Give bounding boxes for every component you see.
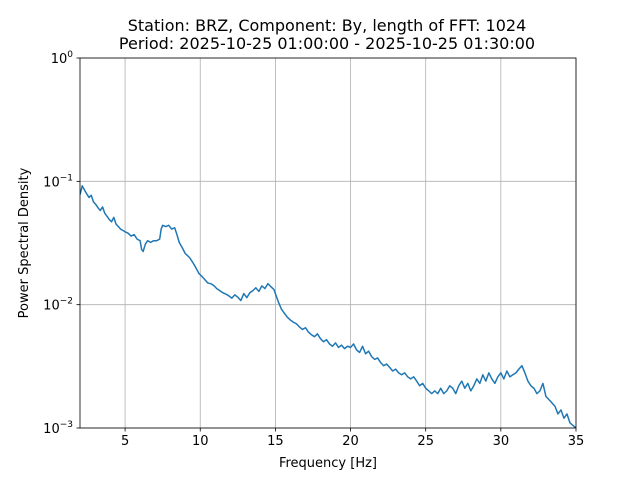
x-tick-label: 25: [417, 434, 434, 449]
chart-title-line-2: Period: 2025-10-25 01:00:00 - 2025-10-25…: [119, 34, 535, 53]
x-tick-label: 10: [192, 434, 209, 449]
y-tick-label: 10−3: [43, 420, 73, 437]
x-tick-label: 15: [267, 434, 284, 449]
x-tick-label: 5: [121, 434, 129, 449]
x-tick-label: 30: [493, 434, 510, 449]
y-axis-ticks: 10−3 10−2 10−1 100: [43, 50, 80, 437]
psd-series-line: [80, 185, 576, 428]
plot-frame: [79, 57, 577, 429]
x-tick-label: 35: [568, 434, 585, 449]
y-axis-label: Power Spectral Density: [17, 167, 32, 318]
chart-title-line-1: Station: BRZ, Component: By, length of F…: [128, 16, 527, 35]
plot-area: [80, 58, 576, 428]
x-axis-ticks: 5 10 15 20 25 30 35: [121, 428, 584, 449]
x-axis-label: Frequency [Hz]: [279, 456, 377, 471]
y-tick-label: 100: [51, 50, 74, 67]
x-tick-label: 20: [342, 434, 359, 449]
y-tick-label: 10−2: [43, 297, 73, 314]
y-tick-label: 10−1: [43, 173, 73, 190]
